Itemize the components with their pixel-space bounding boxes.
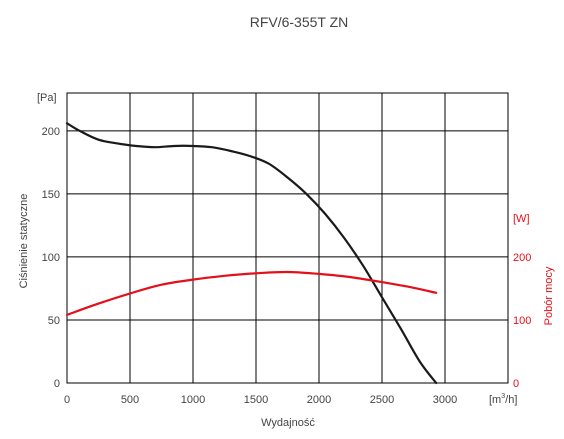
x-tick-label: 3000 <box>433 394 457 406</box>
left-axis-label: Ciśnienie statyczne <box>18 194 30 289</box>
x-axis-label: Wydajność <box>261 417 315 429</box>
series-layer <box>65 122 438 385</box>
x-axis-unit-sup: 3 <box>501 393 505 400</box>
left-tick-label: 150 <box>42 189 60 201</box>
left-tick-label: 0 <box>54 378 60 390</box>
x-axis-ticks: 0 500 1000 1500 2000 2500 3000 <box>64 394 457 406</box>
right-tick-label: 200 <box>513 252 531 264</box>
x-axis-unit-tail: /h] <box>505 394 517 406</box>
chart-title: RFV/6-355T ZN <box>250 14 349 30</box>
x-tick-label: 2500 <box>370 394 394 406</box>
x-axis-unit-base: [m <box>489 394 501 406</box>
x-tick-label: 1500 <box>244 394 268 406</box>
static-pressure-line <box>65 122 438 385</box>
grid <box>67 93 508 383</box>
left-tick-label: 50 <box>48 315 60 327</box>
x-tick-label: 0 <box>64 394 70 406</box>
right-tick-label: 0 <box>513 378 519 390</box>
right-axis-label: Pobór mocy <box>543 266 555 325</box>
left-tick-label: 100 <box>42 252 60 264</box>
right-tick-label: 100 <box>513 315 531 327</box>
right-axis-unit: [W] <box>513 213 530 225</box>
right-axis-ticks: 0 100 200 <box>513 252 531 390</box>
x-tick-label: 2000 <box>307 394 331 406</box>
x-tick-label: 500 <box>121 394 139 406</box>
left-axis-unit: [Pa] <box>37 92 57 104</box>
x-axis-unit: [m3/h] <box>489 393 517 406</box>
power-consumption-line <box>65 270 438 316</box>
x-tick-label: 1000 <box>181 394 205 406</box>
left-tick-label: 200 <box>42 126 60 138</box>
plot-frame <box>66 92 509 384</box>
left-axis-ticks: 0 50 100 150 200 <box>42 126 60 390</box>
